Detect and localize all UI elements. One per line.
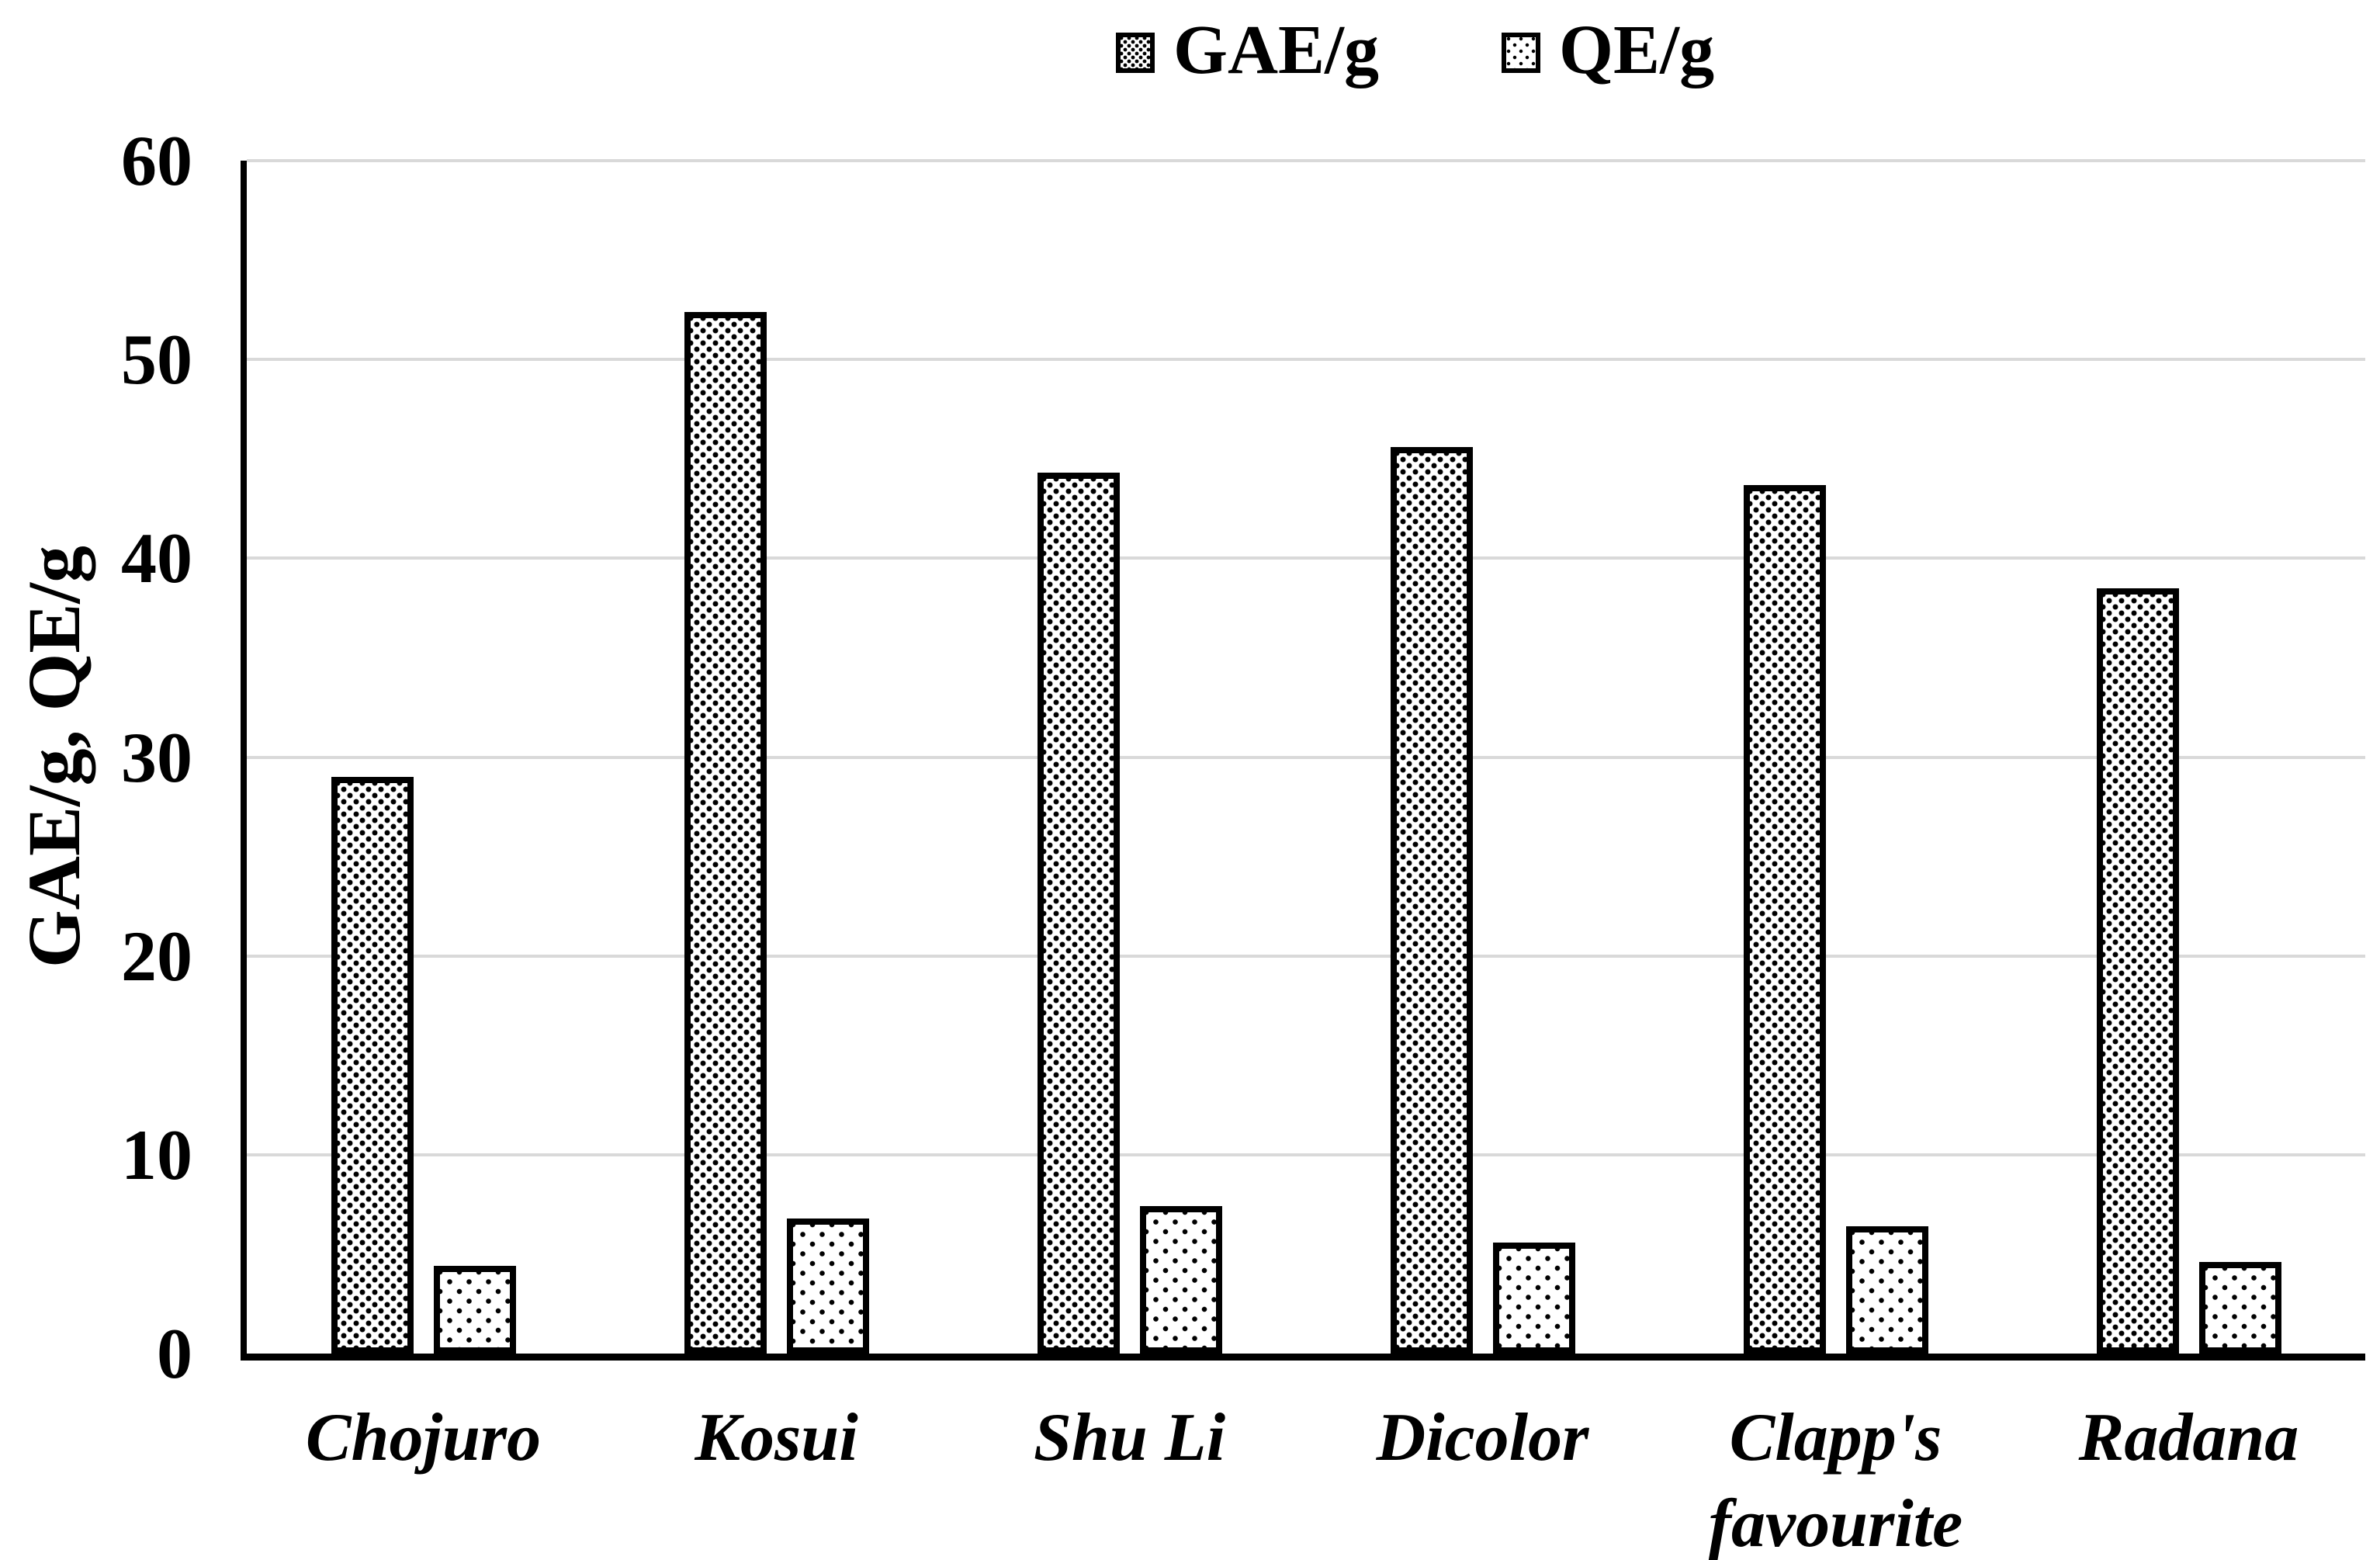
y-tick-40: 40 xyxy=(121,518,192,598)
y-tick-20: 20 xyxy=(121,916,192,996)
bar-qe-g-radana xyxy=(2198,1262,2281,1354)
bar-gae-g-chojuro xyxy=(331,777,414,1354)
legend-label-qe: QE/g xyxy=(1559,12,1715,88)
legend-item-gae: GAE/g xyxy=(1116,16,1379,90)
legend-label-gae: GAE/g xyxy=(1173,12,1380,88)
legend: GAE/g QE/g xyxy=(1116,6,1714,99)
legend-swatch-gae-icon xyxy=(1116,33,1155,73)
y-tick-60: 60 xyxy=(121,121,192,200)
x-label-shu-li: Shu Li xyxy=(1033,1400,1226,1475)
y-tick-30: 30 xyxy=(121,717,192,797)
bar-gae-g-clapp-s-favourite xyxy=(1743,484,1826,1354)
y-tick-0: 0 xyxy=(157,1314,192,1393)
y-tick-50: 50 xyxy=(121,320,192,400)
gridline-10 xyxy=(247,1153,2365,1156)
bar-gae-g-shu-li xyxy=(1037,473,1120,1354)
bar-gae-g-radana xyxy=(2096,588,2179,1354)
plot-area: GAE/g, QE/g 0 10 20 30 40 50 60 Chojuro Kosui Shu… xyxy=(12,125,2365,1560)
x-label-chojuro: Chojuro xyxy=(305,1400,542,1475)
bar-qe-g-kosui xyxy=(786,1218,869,1354)
gridline-60 xyxy=(247,159,2365,162)
legend-item-qe: QE/g xyxy=(1502,16,1714,90)
bar-gae-g-kosui xyxy=(684,311,767,1354)
x-label-dicolor: Dicolor xyxy=(1376,1400,1589,1475)
bar-gae-g-dicolor xyxy=(1390,446,1473,1354)
gridline-50 xyxy=(247,358,2365,362)
bar-qe-g-clapp-s-favourite xyxy=(1845,1226,1928,1354)
legend-swatch-qe-icon xyxy=(1502,33,1541,73)
x-label-clapp-s-favourite: Clapp's favourite xyxy=(1708,1400,1963,1560)
x-label-kosui: Kosui xyxy=(695,1400,858,1475)
gridline-20 xyxy=(247,954,2365,958)
y-tick-10: 10 xyxy=(121,1115,192,1194)
gridline-30 xyxy=(247,755,2365,759)
x-label-radana: Radana xyxy=(2078,1400,2299,1475)
bar-qe-g-dicolor xyxy=(1492,1242,1575,1354)
gridline-40 xyxy=(247,556,2365,560)
bar-qe-g-shu-li xyxy=(1139,1206,1222,1354)
bar-qe-g-chojuro xyxy=(433,1266,516,1354)
